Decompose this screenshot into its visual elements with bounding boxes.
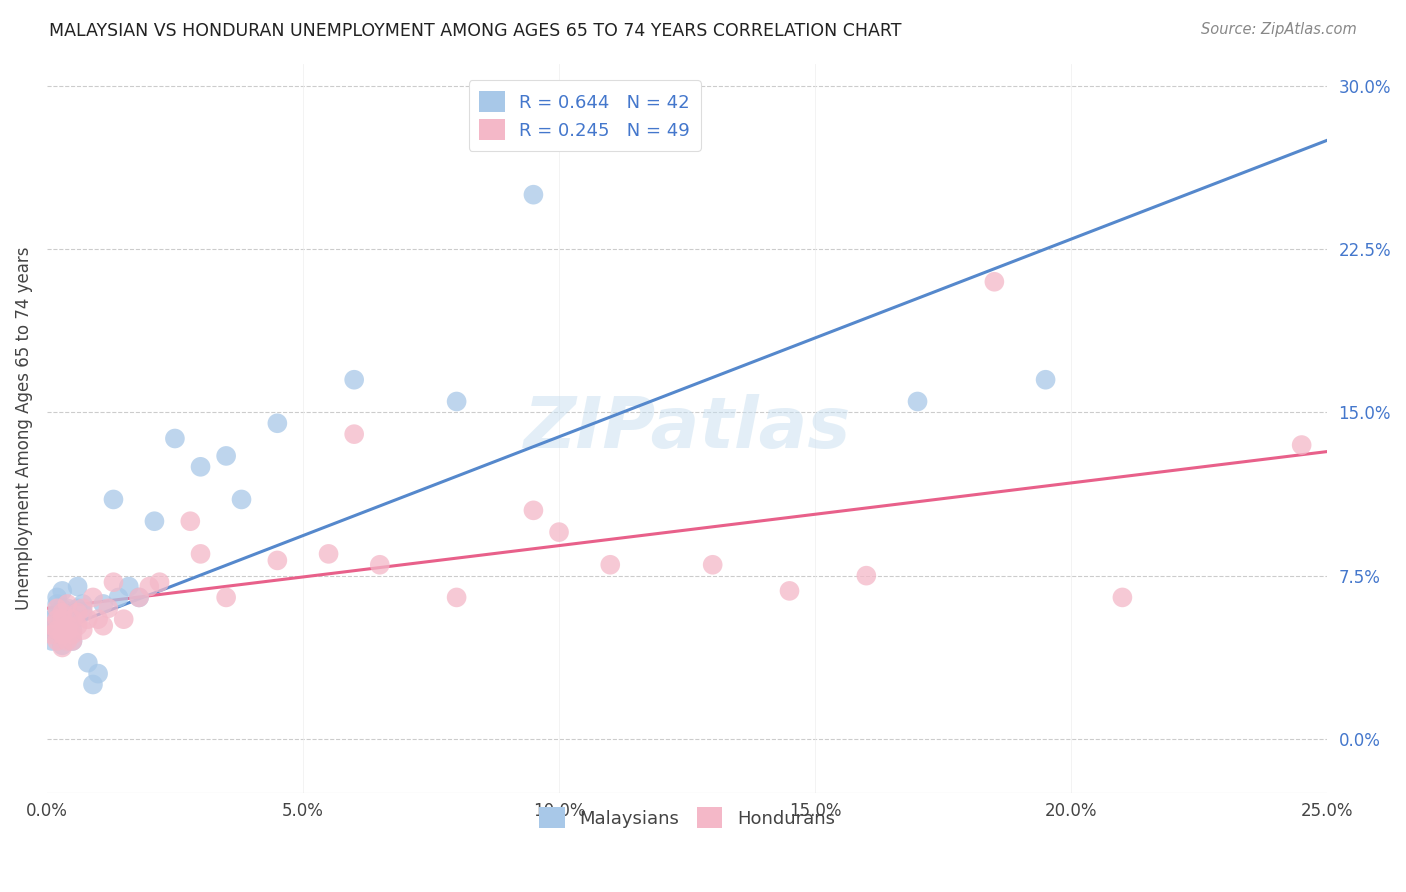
Point (72, 601, 94, 615)
Point (56, 601, 79, 615)
Point (231, 492, 253, 507)
Point (103, 575, 125, 590)
Point (41, 623, 63, 637)
Point (62, 612, 84, 626)
Point (56, 627, 79, 641)
Point (46, 597, 69, 611)
Point (72, 597, 94, 611)
Point (112, 612, 135, 626)
Point (107, 591, 129, 605)
Point (190, 547, 212, 561)
Point (51, 623, 73, 637)
Point (46, 627, 69, 641)
Point (51, 627, 73, 641)
Point (907, 394, 929, 409)
Point (46, 606, 69, 620)
Point (91, 618, 114, 632)
Point (148, 575, 170, 590)
Point (82, 677, 104, 691)
Point (143, 514, 166, 528)
Point (62, 627, 84, 641)
Point (66, 601, 89, 615)
Point (266, 417, 288, 431)
Point (46, 591, 69, 605)
Text: ZIPatlas: ZIPatlas (523, 394, 851, 463)
Point (318, 547, 340, 561)
Point (343, 427, 366, 442)
Point (82, 591, 104, 605)
Point (62, 634, 84, 648)
Point (368, 558, 391, 572)
Point (702, 558, 724, 572)
Point (51, 601, 73, 615)
Point (190, 459, 212, 474)
Point (66, 580, 89, 594)
Text: Source: ZipAtlas.com: Source: ZipAtlas.com (1201, 22, 1357, 37)
Point (51, 583, 73, 598)
Point (56, 634, 79, 648)
Point (76, 656, 98, 670)
Point (51, 612, 73, 626)
Point (51, 640, 73, 655)
Point (87, 666, 110, 681)
Point (548, 525, 571, 540)
Point (62, 612, 84, 626)
Point (118, 580, 141, 594)
Point (215, 591, 238, 605)
Point (46, 618, 69, 632)
Point (41, 618, 63, 632)
Text: MALAYSIAN VS HONDURAN UNEMPLOYMENT AMONG AGES 65 TO 74 YEARS CORRELATION CHART: MALAYSIAN VS HONDURAN UNEMPLOYMENT AMONG… (49, 22, 901, 40)
Point (46, 634, 69, 648)
Point (51, 606, 73, 620)
Point (62, 634, 84, 648)
Point (72, 606, 94, 620)
Point (128, 591, 150, 605)
Point (66, 606, 89, 620)
Point (855, 568, 877, 582)
Point (103, 492, 125, 507)
Point (76, 612, 98, 626)
Point (56, 597, 79, 611)
Point (41, 612, 63, 626)
Point (46, 601, 69, 615)
Point (46, 612, 69, 626)
Point (1291, 438, 1313, 452)
Point (163, 432, 186, 446)
Point (522, 503, 544, 517)
Point (51, 638, 73, 652)
Point (56, 618, 79, 632)
Point (41, 634, 63, 648)
Point (138, 580, 160, 594)
Point (650, 118, 672, 132)
Point (983, 275, 1005, 289)
Point (72, 623, 94, 637)
Point (266, 553, 288, 567)
Point (128, 591, 150, 605)
Legend: Malaysians, Hondurans: Malaysians, Hondurans (531, 800, 842, 836)
Point (66, 618, 89, 632)
Point (56, 623, 79, 637)
Point (97, 601, 120, 615)
Point (446, 394, 468, 409)
Point (87, 612, 110, 626)
Point (46, 623, 69, 637)
Point (599, 558, 621, 572)
Point (91, 597, 114, 611)
Y-axis label: Unemployment Among Ages 65 to 74 years: Unemployment Among Ages 65 to 74 years (15, 247, 32, 610)
Point (51, 612, 73, 626)
Point (1035, 373, 1057, 387)
Point (522, 187, 544, 202)
Point (1111, 591, 1133, 605)
Point (215, 449, 238, 463)
Point (446, 591, 468, 605)
Point (56, 618, 79, 632)
Point (62, 623, 84, 637)
Point (779, 583, 801, 598)
Point (343, 373, 366, 387)
Point (179, 514, 201, 528)
Point (41, 627, 63, 641)
